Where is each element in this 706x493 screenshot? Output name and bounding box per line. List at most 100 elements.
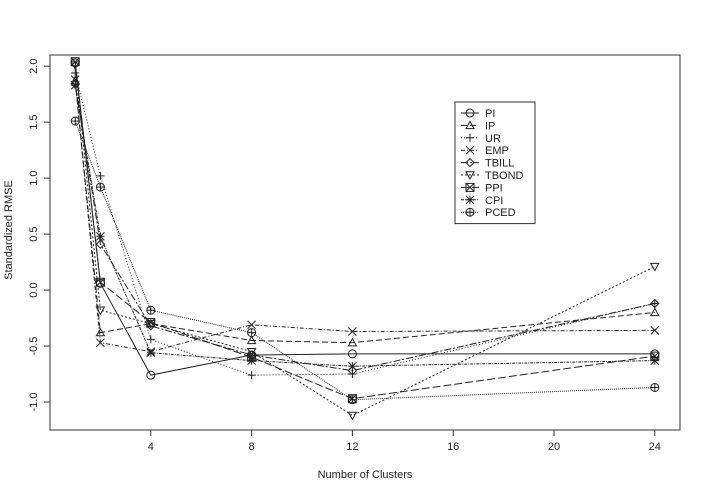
series-line [74, 120, 655, 401]
marker-shape [96, 338, 105, 348]
marker-shape [70, 57, 80, 67]
data-point [348, 361, 357, 371]
x-tick-label: 24 [649, 441, 661, 453]
x-tick-label: 20 [548, 441, 560, 453]
x-tick-label: 8 [249, 441, 255, 453]
data-point [70, 57, 80, 67]
plot-frame [49, 54, 681, 431]
legend-item: TBOND [461, 170, 524, 182]
data-point [465, 157, 475, 168]
data-point [649, 307, 660, 317]
data-point [95, 327, 106, 337]
data-point [347, 337, 358, 347]
marker-shape [650, 298, 660, 309]
y-axis-title: Standardized RMSE [3, 180, 15, 280]
legend-label: PI [485, 108, 495, 120]
marker-shape [70, 80, 80, 90]
marker-shape [246, 347, 257, 357]
marker-shape [649, 307, 660, 317]
y-tick-label: 1.0 [28, 170, 40, 185]
data-point [71, 68, 80, 77]
marker-shape [247, 356, 256, 365]
legend-label: PCED [485, 207, 516, 219]
data-point [465, 207, 475, 217]
marker-shape [465, 183, 475, 192]
data-point [347, 349, 357, 359]
data-point [70, 116, 80, 126]
data-point [95, 277, 105, 287]
series-line [74, 62, 655, 376]
series-line [74, 79, 655, 353]
marker-shape [347, 411, 358, 421]
legend-item: PI [461, 108, 495, 120]
marker-shape [465, 120, 475, 130]
data-point [465, 171, 475, 181]
legend-item: PPI [461, 182, 503, 194]
x-tick-label: 16 [447, 441, 459, 453]
data-point [465, 108, 475, 118]
marker-shape [465, 108, 475, 118]
marker-shape [146, 318, 156, 328]
data-point [247, 371, 256, 380]
data-point [649, 262, 660, 272]
series-line [74, 65, 656, 417]
data-point [465, 195, 475, 205]
marker-shape [650, 356, 660, 365]
series-line [74, 72, 655, 376]
data-point [146, 348, 156, 358]
series-ppi [70, 57, 660, 404]
marker-shape [465, 145, 475, 155]
legend-item: UR [461, 133, 501, 145]
legend-item: EMP [461, 145, 509, 157]
data-point [95, 182, 105, 192]
data-point [146, 370, 156, 380]
y-tick-label: 0.0 [28, 282, 40, 297]
data-point [146, 335, 155, 344]
data-point [465, 120, 475, 130]
data-point [146, 318, 156, 328]
marker-shape [146, 370, 156, 380]
legend-item: PCED [461, 207, 516, 219]
data-point [96, 171, 105, 180]
series-emp [70, 75, 660, 356]
legend-item: CPI [461, 195, 503, 207]
data-point [465, 182, 475, 192]
data-point [650, 382, 660, 392]
marker-shape [247, 320, 256, 330]
marker-shape [347, 349, 357, 359]
marker-shape [95, 306, 106, 316]
data-point [650, 299, 659, 308]
data-point [246, 335, 257, 345]
series-pced [70, 116, 660, 405]
marker-shape [70, 57, 80, 67]
data-point [96, 338, 105, 348]
legend-label: IP [485, 120, 495, 132]
series-cpi [70, 80, 660, 371]
series-line [74, 85, 655, 367]
marker-shape [348, 327, 357, 336]
data-point [70, 80, 80, 90]
data-point [465, 145, 475, 155]
series-layer [70, 57, 660, 421]
data-point [95, 306, 106, 316]
data-point [466, 133, 474, 142]
legend-label: EMP [485, 145, 509, 157]
marker-shape [347, 337, 358, 347]
legend-label: TBOND [485, 170, 524, 182]
legend-label: UR [485, 133, 501, 145]
marker-shape [465, 182, 475, 192]
marker-shape [95, 277, 105, 287]
y-tick-label: 2.0 [28, 59, 40, 74]
legend-item: IP [461, 120, 495, 132]
series-line [74, 80, 655, 344]
marker-shape [96, 277, 105, 287]
series-ip [70, 75, 660, 347]
data-point [247, 320, 256, 330]
legend-label: CPI [485, 195, 503, 207]
x-axis-title: Number of Clusters [318, 469, 413, 481]
marker-shape [246, 335, 257, 345]
marker-shape [95, 327, 106, 337]
data-point [650, 298, 660, 309]
